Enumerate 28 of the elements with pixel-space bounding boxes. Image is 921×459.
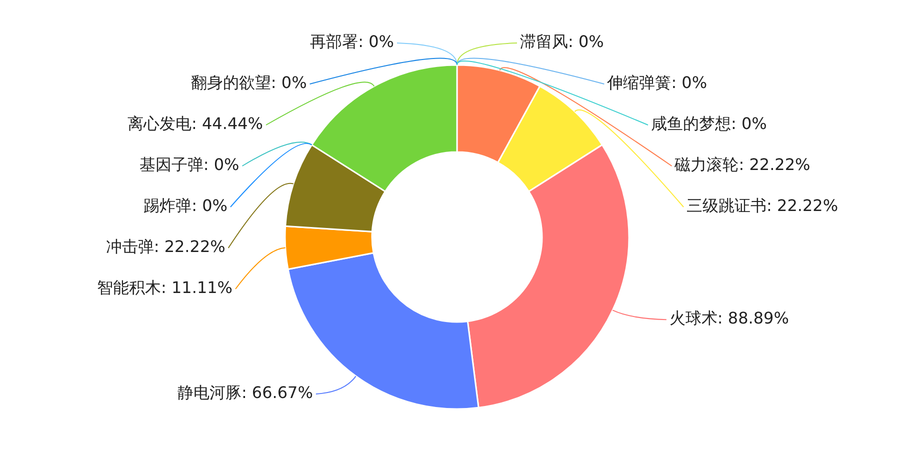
slice-label: 冲击弹 xyxy=(106,237,154,256)
slice-label: 离心发电 xyxy=(128,114,192,134)
text: : 0% xyxy=(730,114,767,134)
data-label: : 22.22% xyxy=(766,196,838,216)
slice-label: 磁力滚轮 xyxy=(674,155,739,174)
slice-label: 智能积木 xyxy=(97,278,162,298)
category-label: 伸缩弹簧 xyxy=(607,73,672,92)
category-label: 翻身的欲望 xyxy=(190,73,271,92)
data-label: : 11.11% xyxy=(161,278,232,298)
category-label: 再部署 xyxy=(310,32,358,52)
text: : 0% xyxy=(358,32,394,52)
slice-label: 三级跳证书 xyxy=(686,196,767,216)
slice-label: 静电河豚 xyxy=(177,383,242,402)
category-label: 踢炸弹 xyxy=(144,196,192,216)
text: : 0% xyxy=(671,73,708,92)
category-label: 咸鱼的梦想 xyxy=(650,114,731,134)
category-label: 滞留风 xyxy=(520,32,568,52)
category-label: 基因子弹 xyxy=(139,155,204,174)
slice-label: 火球术 xyxy=(669,308,718,328)
data-label: : 44.44% xyxy=(192,114,264,134)
text: : 0% xyxy=(203,155,240,174)
text: : 0% xyxy=(568,32,604,52)
data-label: : 22.22% xyxy=(154,237,226,256)
data-label: : 66.67% xyxy=(241,383,313,402)
text: : 0% xyxy=(192,196,228,216)
data-label: : 88.89% xyxy=(717,308,789,328)
data-label: : 22.22% xyxy=(738,155,810,174)
text: : 0% xyxy=(270,73,307,92)
